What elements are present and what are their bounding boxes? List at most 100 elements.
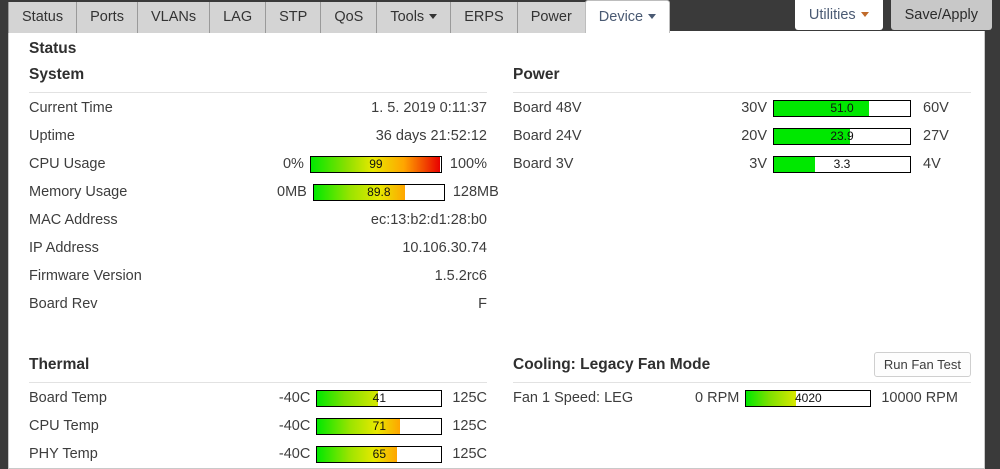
tab-label: Device — [598, 9, 644, 25]
gauge-min-label: 30V — [741, 100, 767, 116]
gauge-bar-fill — [774, 100, 870, 116]
section-cooling-header: Cooling: Legacy Fan Mode Run Fan Test — [513, 352, 971, 383]
tab-power[interactable]: Power — [517, 2, 586, 33]
tab-label: LAG — [223, 9, 253, 25]
status-row-label: Firmware Version — [29, 268, 142, 284]
section-power-title: Power — [513, 66, 560, 83]
status-row: MAC Address ec:13:b2:d1:28:b0 — [29, 207, 487, 233]
gauge-max-label: 128MB — [452, 184, 499, 200]
utilities-label: Utilities — [808, 7, 856, 23]
status-row-value: ec:13:b2:d1:28:b0 — [370, 212, 487, 228]
section-system-header: System — [29, 64, 487, 93]
gauge-value-text: 41 — [372, 390, 386, 405]
gauge-value-text: 4020 — [794, 390, 822, 405]
chevron-down-icon — [648, 13, 657, 19]
tab-ports[interactable]: Ports — [77, 2, 138, 33]
section-cooling-title: Cooling: Legacy Fan Mode — [513, 356, 711, 373]
gauge-min-label: -40C — [278, 390, 311, 406]
status-row: Uptime 36 days 21:52:12 — [29, 123, 487, 149]
gauge-bar-fill — [774, 156, 815, 172]
gauge-label: CPU Usage — [29, 156, 106, 172]
tab-status[interactable]: Status — [8, 2, 78, 33]
gauge-min-label: 0% — [282, 156, 304, 172]
section-power: Power Board 48V 30V 51.0 60V Board 24V 20V 23.… — [513, 64, 971, 177]
gauge-bar-fill — [317, 418, 401, 434]
status-row-value: F — [478, 296, 487, 312]
gauge-value-text: 23.9 — [830, 128, 854, 143]
gauge-bar: 65 — [316, 445, 443, 463]
divider — [29, 92, 487, 93]
status-row: IP Address 10.106.30.74 — [29, 235, 487, 261]
gauge-min-label: 20V — [741, 128, 767, 144]
tab-qos[interactable]: QoS — [321, 2, 378, 33]
utilities-menu-button[interactable]: Utilities — [794, 0, 883, 30]
right-chrome-gutter — [985, 0, 1000, 469]
chevron-down-icon — [860, 11, 869, 17]
tab-label: Status — [22, 9, 64, 25]
thermal-rows: Board Temp -40C 41 125C CPU Temp -40C 71 125C PH… — [29, 385, 487, 467]
power-rows: Board 48V 30V 51.0 60V Board 24V 20V 23.9 27V Bo… — [513, 95, 971, 177]
cooling-rows: Fan 1 Speed: LEG 0 RPM 4020 10000 RPM — [513, 385, 971, 411]
tab-vlans[interactable]: VLANs — [137, 2, 211, 33]
gauge-max-label: 27V — [923, 128, 949, 144]
section-system-title: System — [29, 66, 85, 83]
page-title: Status — [29, 40, 77, 57]
gauge-bar: 41 — [316, 389, 443, 407]
run-fan-test-button[interactable]: Run Fan Test — [873, 352, 971, 377]
status-row-value: 1. 5. 2019 0:11:37 — [371, 100, 487, 116]
gauge-bar-fill — [746, 390, 796, 406]
tab-label: VLANs — [150, 9, 197, 25]
section-cooling: Cooling: Legacy Fan Mode Run Fan Test Fa… — [513, 352, 971, 411]
gauge-max-label: 125C — [452, 390, 487, 406]
gauge-row: Memory Usage 0MB 89.8 128MB — [29, 179, 499, 205]
gauge-label: Board 48V — [513, 100, 582, 116]
gauge-label: Board Temp — [29, 390, 107, 406]
gauge-bar: 23.9 — [773, 127, 911, 145]
gauge-bar-fill — [313, 184, 405, 200]
gauge-bar-fill — [317, 446, 397, 462]
status-row-label: Board Rev — [29, 296, 98, 312]
gauge-row: PHY Temp -40C 65 125C — [29, 441, 487, 467]
system-rows: Current Time 1. 5. 2019 0:11:37 Uptime 36 d… — [29, 95, 499, 317]
gauge-label: CPU Temp — [29, 418, 99, 434]
gauge-min-label: 3V — [749, 156, 767, 172]
status-row: Current Time 1. 5. 2019 0:11:37 — [29, 95, 487, 121]
gauge-value-text: 51.0 — [830, 100, 854, 115]
gauge-row: Fan 1 Speed: LEG 0 RPM 4020 10000 RPM — [513, 385, 971, 411]
divider — [29, 382, 487, 383]
tab-device[interactable]: Device — [584, 0, 671, 33]
gauge-max-label: 100% — [449, 156, 487, 172]
gauge-row: Board 3V 3V 3.3 4V — [513, 151, 971, 177]
gauge-row: Board 24V 20V 23.9 27V — [513, 123, 971, 149]
tab-erps[interactable]: ERPS — [451, 2, 518, 33]
tab-lag[interactable]: LAG — [210, 2, 267, 33]
status-row-label: IP Address — [29, 240, 99, 256]
tab-stp[interactable]: STP — [266, 2, 322, 33]
gauge-bar: 4020 — [745, 389, 872, 407]
tab-label: Ports — [90, 9, 124, 25]
status-row-label: Uptime — [29, 128, 75, 144]
section-power-header: Power — [513, 64, 971, 93]
status-row-value: 10.106.30.74 — [402, 240, 487, 256]
gauge-bar: 89.8 — [312, 183, 445, 201]
section-thermal-title: Thermal — [29, 356, 90, 373]
gauge-row: CPU Temp -40C 71 125C — [29, 413, 487, 439]
gauge-min-label: -40C — [278, 418, 311, 434]
section-system: System Current Time 1. 5. 2019 0:11:37 Upt… — [29, 64, 499, 317]
tab-label: Tools — [390, 9, 425, 25]
gauge-min-label: 0 RPM — [695, 390, 740, 406]
section-thermal: Thermal Board Temp -40C 41 125C CPU Temp -40C… — [29, 354, 487, 467]
save-apply-button[interactable]: Save/Apply — [890, 0, 992, 30]
gauge-max-label: 4V — [923, 156, 941, 172]
top-right-actions: Utilities Save/Apply — [794, 0, 992, 30]
gauge-min-label: 0MB — [277, 184, 307, 200]
gauge-min-label: -40C — [278, 446, 311, 462]
gauge-value-text: 71 — [372, 418, 386, 433]
gauge-max-label: 60V — [923, 100, 949, 116]
gauge-bar-fill — [310, 156, 440, 172]
chevron-down-icon — [429, 13, 438, 19]
gauge-row: Board Temp -40C 41 125C — [29, 385, 487, 411]
tab-tools[interactable]: Tools — [377, 2, 452, 33]
tab-label: QoS — [334, 9, 364, 25]
